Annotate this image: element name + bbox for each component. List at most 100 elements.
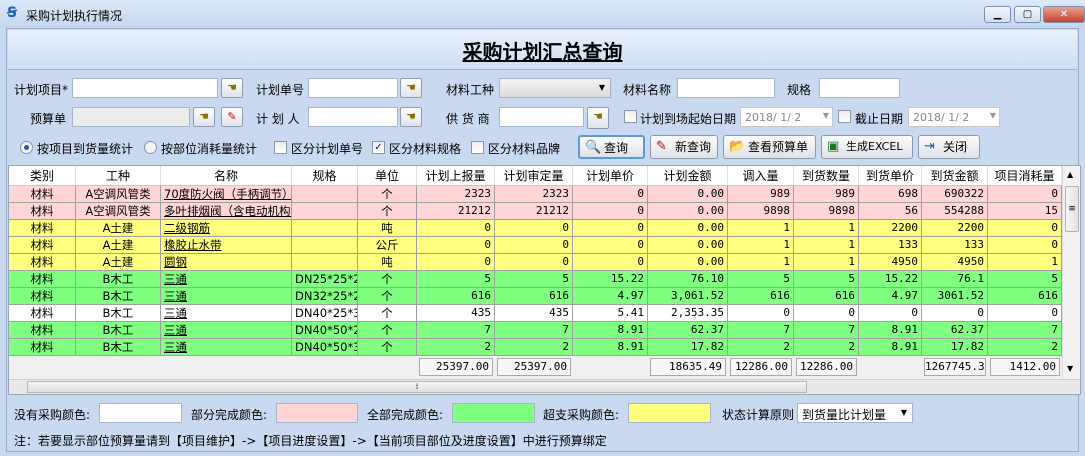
- rule-select[interactable]: 到货量比计划量 ▼: [797, 403, 913, 423]
- cell-unit: 个: [358, 186, 417, 203]
- column-header-arrived-amount[interactable]: 到货金额: [922, 166, 988, 185]
- maximize-button[interactable]: ▢: [1014, 6, 1041, 23]
- radio-by-consumption-label: 按部位消耗量统计: [161, 142, 258, 156]
- cell-arrived-amount: 62.37: [922, 322, 988, 339]
- cell-arrived-qty: 1: [794, 220, 859, 237]
- table-row[interactable]: 材料B木工三通DN40*50*25个778.9162.37778.9162.37…: [9, 322, 1062, 339]
- cell-arrived-unit-price: 2200: [859, 220, 922, 237]
- plan-no-input[interactable]: [308, 78, 398, 98]
- cell-unit: 个: [358, 203, 417, 220]
- table-row[interactable]: 材料B木工三通DN40*50*32个228.9117.82228.9117.82…: [9, 339, 1062, 356]
- chk-plan-no[interactable]: [274, 141, 287, 154]
- cell-arrived-unit-price: 0: [859, 305, 922, 322]
- cell-plan-approved-qty: 0: [495, 237, 573, 254]
- budget-clear-button[interactable]: ✎: [221, 107, 243, 127]
- chk-brand[interactable]: [471, 141, 484, 154]
- table-row[interactable]: 材料 A土建 二级钢筋吨 0 0 0 0.00 1 1 2200 2200 0: [9, 220, 1062, 237]
- table-row[interactable]: 材料 A空调风管类 多叶排烟阀（含电动机构）个 21212 21212 0 0.00 9898…: [9, 203, 1062, 220]
- cell-plan-reported-qty: 7: [417, 322, 495, 339]
- cell-project-consumed-qty: 2: [988, 339, 1062, 356]
- budget-input[interactable]: [72, 107, 190, 127]
- chk-spec[interactable]: ✓: [372, 141, 385, 154]
- column-header-arrived-qty[interactable]: 到货数量: [794, 166, 859, 185]
- spec-input[interactable]: [819, 78, 900, 98]
- material-name-input[interactable]: [677, 78, 775, 98]
- column-header-name[interactable]: 名称: [161, 166, 292, 185]
- end-date-picker[interactable]: 2018/ 1/ 2 ▼: [908, 107, 1000, 127]
- column-header-plan-unit-price[interactable]: 计划单价: [573, 166, 648, 185]
- title-bar: Ꞩ 采购计划执行情况 ▁ ▢ ✕: [0, 0, 1085, 28]
- cell-arrived-qty: 9898: [794, 203, 859, 220]
- cell-arrived-unit-price: 4950: [859, 254, 922, 271]
- start-date-checkbox[interactable]: [624, 110, 637, 123]
- budget-picker-button[interactable]: ☚: [193, 107, 215, 127]
- legend-complete-swatch[interactable]: [452, 403, 535, 423]
- supplier-input[interactable]: [499, 107, 584, 127]
- horizontal-scroll-thumb[interactable]: ⁞: [27, 381, 807, 393]
- summary-table: 类别 工种 名称 规格 单位 计划上报量 计划审定量 计划单价 计划金额 调入量 到货数量 到货单价到…: [8, 165, 1081, 395]
- cell-arrived-unit-price: 8.91: [859, 339, 922, 356]
- table-row[interactable]: 材料B木工三通DN32*25*25个6166164.973,061.526166…: [9, 288, 1062, 305]
- cell-transfer-in-qty: 616: [728, 288, 794, 305]
- table-row[interactable]: 材料 A土建 橡胶止水带 公斤 0 0 0 0.00 1 1 133 133 0: [9, 237, 1062, 254]
- horizontal-scrollbar[interactable]: ⁞: [9, 379, 1080, 394]
- cell-transfer-in-qty: 0: [728, 305, 794, 322]
- column-header-project-consumed-qty[interactable]: 项目消耗量: [988, 166, 1062, 185]
- scroll-down-icon[interactable]: ▼: [1067, 364, 1074, 373]
- radio-by-arrival[interactable]: [20, 141, 33, 154]
- cell-trade: B木工: [76, 288, 161, 305]
- cell-project-consumed-qty: 0: [988, 186, 1062, 203]
- column-header-plan-approved-qty[interactable]: 计划审定量: [495, 166, 573, 185]
- planner-input[interactable]: [308, 107, 398, 127]
- cell-unit: 吨: [358, 220, 417, 237]
- budget-label: 预算单: [30, 112, 67, 126]
- cell-project-consumed-qty: 5: [988, 271, 1062, 288]
- plan-project-input[interactable]: [72, 78, 218, 98]
- column-header-plan-reported-qty[interactable]: 计划上报量: [417, 166, 495, 185]
- cell-arrived-qty: 1: [794, 254, 859, 271]
- planner-picker-button[interactable]: ☚: [400, 107, 422, 127]
- vertical-scrollbar[interactable]: ▲ ≡ ▼: [1062, 166, 1080, 379]
- cell-unit: 个: [358, 322, 417, 339]
- column-header-category[interactable]: 类别: [9, 166, 76, 185]
- material-type-select[interactable]: ▼: [499, 78, 611, 98]
- plan-project-picker-button[interactable]: ☚: [221, 78, 243, 98]
- table-row[interactable]: 材料B木工三通DN40*25*32个4354355.412,353.350000…: [9, 305, 1062, 322]
- cell-plan-approved-qty: 5: [495, 271, 573, 288]
- column-header-plan-amount[interactable]: 计划金额: [648, 166, 728, 185]
- close-window-button[interactable]: ✕: [1043, 6, 1085, 23]
- close-button[interactable]: ⇥ 关闭: [918, 135, 980, 159]
- table-row[interactable]: 材料 A土建 圆钢吨 0 0 0 0.00 1 1 4950 4950 1: [9, 254, 1062, 271]
- column-header-arrived-unit-price[interactable]: 到货单价: [859, 166, 922, 185]
- query-button[interactable]: 🔍 查询: [578, 135, 645, 159]
- supplier-picker-button[interactable]: ☚: [587, 107, 609, 129]
- column-header-transfer-in-qty[interactable]: 调入量: [728, 166, 794, 185]
- cell-arrived-amount: 17.82: [922, 339, 988, 356]
- column-header-unit[interactable]: 单位: [358, 166, 417, 185]
- scroll-up-icon[interactable]: ▲: [1067, 170, 1074, 179]
- new-query-button[interactable]: ✎ 新查询: [650, 135, 718, 159]
- start-date-picker[interactable]: 2018/ 1/ 2 ▼: [740, 107, 833, 127]
- pointer-hand-icon: ☚: [227, 81, 237, 94]
- cell-plan-unit-price: 5.41: [573, 305, 648, 322]
- export-excel-button[interactable]: ▣ 生成EXCEL: [821, 135, 913, 159]
- vertical-scroll-thumb[interactable]: ≡: [1065, 186, 1079, 232]
- plan-no-picker-button[interactable]: ☚: [400, 78, 422, 98]
- column-header-spec[interactable]: 规格: [292, 166, 358, 185]
- table-row[interactable]: 材料B木工三通DN25*25*25个5515.2276.105515.2276.…: [9, 271, 1062, 288]
- cell-name: 三通: [161, 271, 292, 288]
- column-header-trade[interactable]: 工种: [76, 166, 161, 185]
- legend-none-swatch[interactable]: [99, 403, 182, 423]
- view-budget-button[interactable]: 📂 查看预算单: [723, 135, 816, 159]
- material-name-label: 材料名称: [623, 83, 672, 97]
- cell-trade: A土建: [76, 254, 161, 271]
- legend-partial-swatch[interactable]: [276, 403, 358, 423]
- legend-over-swatch[interactable]: [628, 403, 711, 423]
- cell-plan-approved-qty: 616: [495, 288, 573, 305]
- minimize-button[interactable]: ▁: [984, 6, 1011, 23]
- cell-plan-amount: 0.00: [648, 220, 728, 237]
- cell-transfer-in-qty: 7: [728, 322, 794, 339]
- table-row[interactable]: 材料 A空调风管类 70度防火阀（手柄调节）个 2323 2323 0 0.00 989 989…: [9, 186, 1062, 203]
- radio-by-consumption[interactable]: [144, 141, 157, 154]
- end-date-checkbox[interactable]: [838, 110, 851, 123]
